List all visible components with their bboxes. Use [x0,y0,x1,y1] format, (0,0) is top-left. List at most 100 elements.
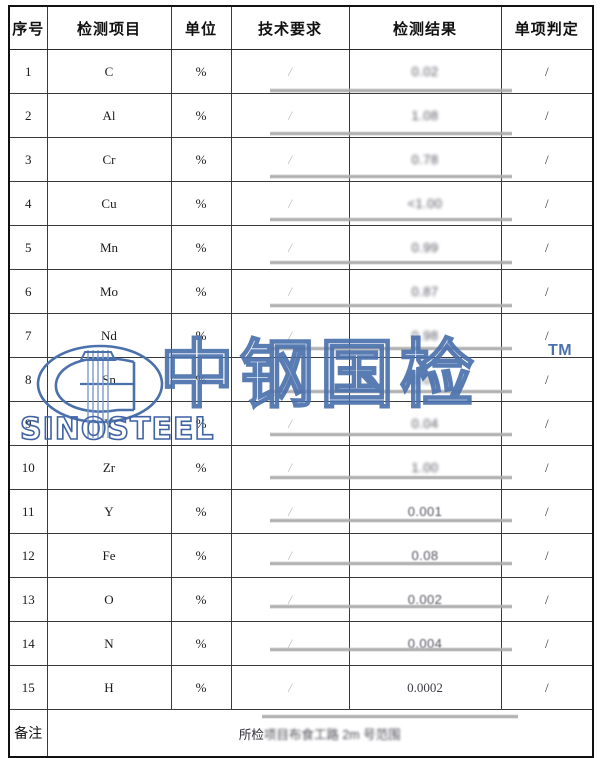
cell-test-item: Zr [46,445,172,490]
cell-spec: / [230,401,350,446]
cell-unit: % [170,181,232,226]
cell-judgement: / [500,181,594,226]
cell-judgement: / [500,137,594,182]
cell-spec: / [230,269,350,314]
cell-test-item: O [46,577,172,622]
table-row: 4 Cu% / <1.00/ [8,181,594,226]
cell-result: 0.08 [348,533,502,578]
cell-judgement: / [500,489,594,534]
table-footer: 备注 所检项目布食工路 2m 号范围 [8,709,594,758]
cell-judgement: / [500,269,594,314]
remark-text: 所检项目布食工路 2m 号范围 [239,728,401,742]
cell-result-value: 0.99 [411,239,439,255]
cell-test-item: Y [46,489,172,534]
cell-sequence-no: 14 [8,621,48,666]
cell-result: 0.05 [348,357,502,402]
column-header-unit: 单位 [170,5,232,50]
cell-judgement: / [500,357,594,402]
cell-test-item: Cu [46,181,172,226]
table-row: 10 Zr%/1.00/ [8,445,594,490]
cell-sequence-no: 12 [8,533,48,578]
cell-sequence-no: 9 [8,401,48,446]
cell-result: 0.002 [348,577,502,622]
table-row: 2 Al%/1.08/ [8,93,594,138]
cell-test-item: V [46,401,172,446]
cell-result-value: 0.87 [411,283,439,299]
cell-spec: / [230,93,350,138]
table-row: 14 N%/0.004/ [8,621,594,666]
cell-judgement: / [500,665,594,710]
remark-row: 备注 所检项目布食工路 2m 号范围 [8,709,594,758]
cell-unit: % [170,137,232,182]
cell-judgement: / [500,445,594,490]
table-header: 序号 检测项目 单位 技术要求 检测结果 单项判定 [8,5,594,50]
column-header-no: 序号 [8,5,48,50]
cell-unit: % [170,93,232,138]
cell-result-value: 1.00 [411,459,439,475]
cell-judgement: / [500,577,594,622]
cell-spec: / [230,181,350,226]
cell-sequence-no: 13 [8,577,48,622]
cell-sequence-no: 6 [8,269,48,314]
cell-unit: % [170,357,232,402]
cell-result-value: 1.08 [411,107,439,123]
cell-result: 0.78 [348,137,502,182]
table-row: 1 C%/0.02/ [8,49,594,94]
cell-spec: / [230,621,350,666]
cell-spec: / [230,577,350,622]
cell-unit: % [170,225,232,270]
cell-unit: % [170,401,232,446]
cell-unit: % [170,665,232,710]
cell-result-value: 0.02 [411,63,439,79]
report-sheet: 序号 检测项目 单位 技术要求 检测结果 单项判定 1 C%/0.02/2 Al% /… [8,5,594,758]
cell-judgement: / [500,533,594,578]
cell-test-item: Al [46,93,172,138]
cell-unit: % [170,533,232,578]
cell-spec: / [230,665,350,710]
cell-result: 1.08 [348,93,502,138]
cell-spec: / [230,445,350,490]
cell-result-value: 0.98 [411,327,439,343]
cell-result-value: 0.004 [407,635,443,651]
cell-test-item: Fe [46,533,172,578]
cell-result: 0.004 [348,621,502,666]
table-row: 15 H%/0.0002/ [8,665,594,710]
cell-result: 1.00 [348,445,502,490]
cell-test-item: C [46,49,172,94]
cell-spec: / [230,49,350,94]
cell-spec: / [230,225,350,270]
remark-content: 所检项目布食工路 2m 号范围 [46,709,594,758]
table-row: 8 Sn%/0.05/ [8,357,594,402]
cell-sequence-no: 11 [8,489,48,534]
cell-judgement: / [500,621,594,666]
cell-test-item: Nd [46,313,172,358]
cell-unit: % [170,621,232,666]
cell-result: 0.98 [348,313,502,358]
remark-text-redacted: 项目布食工路 2m 号范围 [263,727,401,742]
cell-sequence-no: 10 [8,445,48,490]
cell-unit: % [170,489,232,534]
cell-result: 0.001 [348,489,502,534]
cell-test-item: Mn [46,225,172,270]
cell-sequence-no: 5 [8,225,48,270]
cell-test-item: Cr [46,137,172,182]
cell-result: 0.87 [348,269,502,314]
cell-unit: % [170,445,232,490]
cell-test-item: N [46,621,172,666]
table-row: 13 O%/0.002/ [8,577,594,622]
test-results-table: 序号 检测项目 单位 技术要求 检测结果 单项判定 1 C%/0.02/2 Al% /… [8,5,594,758]
remark-text-prefix: 所检 [238,727,264,742]
table-row: 11 Y%/0.001/ [8,489,594,534]
table-row: 7 Nd%/0.98/ [8,313,594,358]
cell-result-value: 0.78 [411,151,439,167]
remark-label: 备注 [8,709,48,758]
cell-spec: / [230,489,350,534]
cell-result: 0.02 [348,49,502,94]
column-header-item: 检测项目 [46,5,172,50]
column-header-result: 检测结果 [348,5,502,50]
cell-spec: / [230,357,350,402]
cell-unit: % [170,577,232,622]
cell-sequence-no: 15 [8,665,48,710]
table-body: 1 C%/0.02/2 Al%/1.08/3 Cr%/0.78/4 Cu% / <1.00/… [8,49,594,710]
cell-result-value: 0.04 [411,415,439,431]
